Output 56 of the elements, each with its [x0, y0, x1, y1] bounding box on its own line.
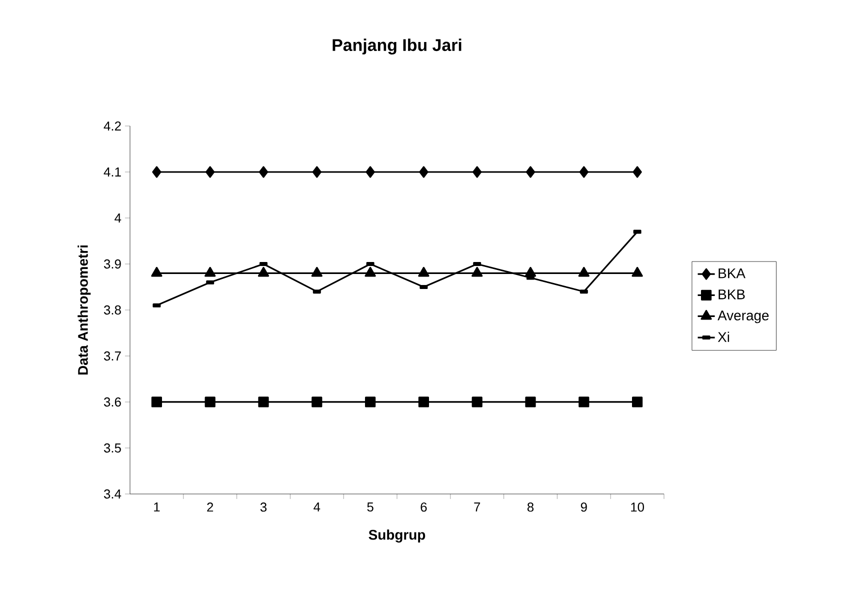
y-tick-label: 3.8	[104, 305, 121, 315]
x-tick-label: 2	[207, 502, 214, 512]
chart-title: Panjang Ibu Jari	[332, 38, 462, 54]
point	[418, 266, 430, 277]
y-tick-label: 3.7	[104, 351, 121, 361]
point	[312, 166, 322, 178]
point	[204, 266, 216, 277]
point	[472, 166, 482, 178]
point	[578, 396, 590, 408]
y-tick-label: 3.4	[104, 489, 122, 499]
point	[366, 166, 375, 178]
y-tick-label: 3.9	[104, 259, 121, 269]
x-tick-label: 4	[314, 502, 320, 512]
x-tick-label: 1	[154, 502, 160, 512]
legend-label: Xi	[718, 332, 730, 342]
point	[418, 396, 430, 408]
x-tick-label: 7	[474, 502, 480, 512]
point	[206, 166, 215, 178]
x-tick-label: 3	[260, 502, 267, 512]
y-tick-label: 4.1	[104, 168, 121, 176]
point	[632, 396, 643, 408]
point	[525, 396, 536, 408]
x-tick-label: 5	[367, 502, 374, 512]
point	[312, 396, 322, 408]
y-tick-label: 4	[114, 214, 122, 222]
point	[419, 166, 428, 178]
y-tick-label: 3.6	[104, 397, 121, 407]
point	[524, 266, 536, 277]
point	[258, 266, 270, 277]
x-tick-label: 10	[631, 502, 644, 512]
x-axis-title: Subgrup	[368, 530, 426, 543]
point	[258, 166, 268, 178]
legend-label: Average	[718, 310, 769, 324]
x-tick-label: 9	[580, 502, 587, 512]
point	[258, 396, 269, 408]
point	[151, 396, 162, 408]
point	[472, 266, 483, 277]
point	[578, 266, 590, 277]
point	[632, 266, 643, 277]
legend-label: BKB	[718, 290, 745, 300]
point	[204, 396, 216, 408]
point	[365, 396, 376, 408]
point	[311, 266, 322, 277]
point	[526, 166, 536, 178]
legend-label: BKA	[718, 268, 746, 278]
y-tick-label: 4.2	[104, 121, 121, 131]
point	[152, 166, 162, 178]
point	[472, 396, 482, 408]
point	[364, 266, 376, 277]
point	[579, 166, 588, 178]
point	[632, 166, 642, 178]
x-tick-label: 6	[420, 502, 427, 512]
point	[151, 266, 162, 277]
y-axis-title: Data Anthropometri	[78, 246, 91, 375]
x-tick-label: 8	[527, 502, 534, 512]
y-tick-label: 3.5	[104, 443, 121, 453]
